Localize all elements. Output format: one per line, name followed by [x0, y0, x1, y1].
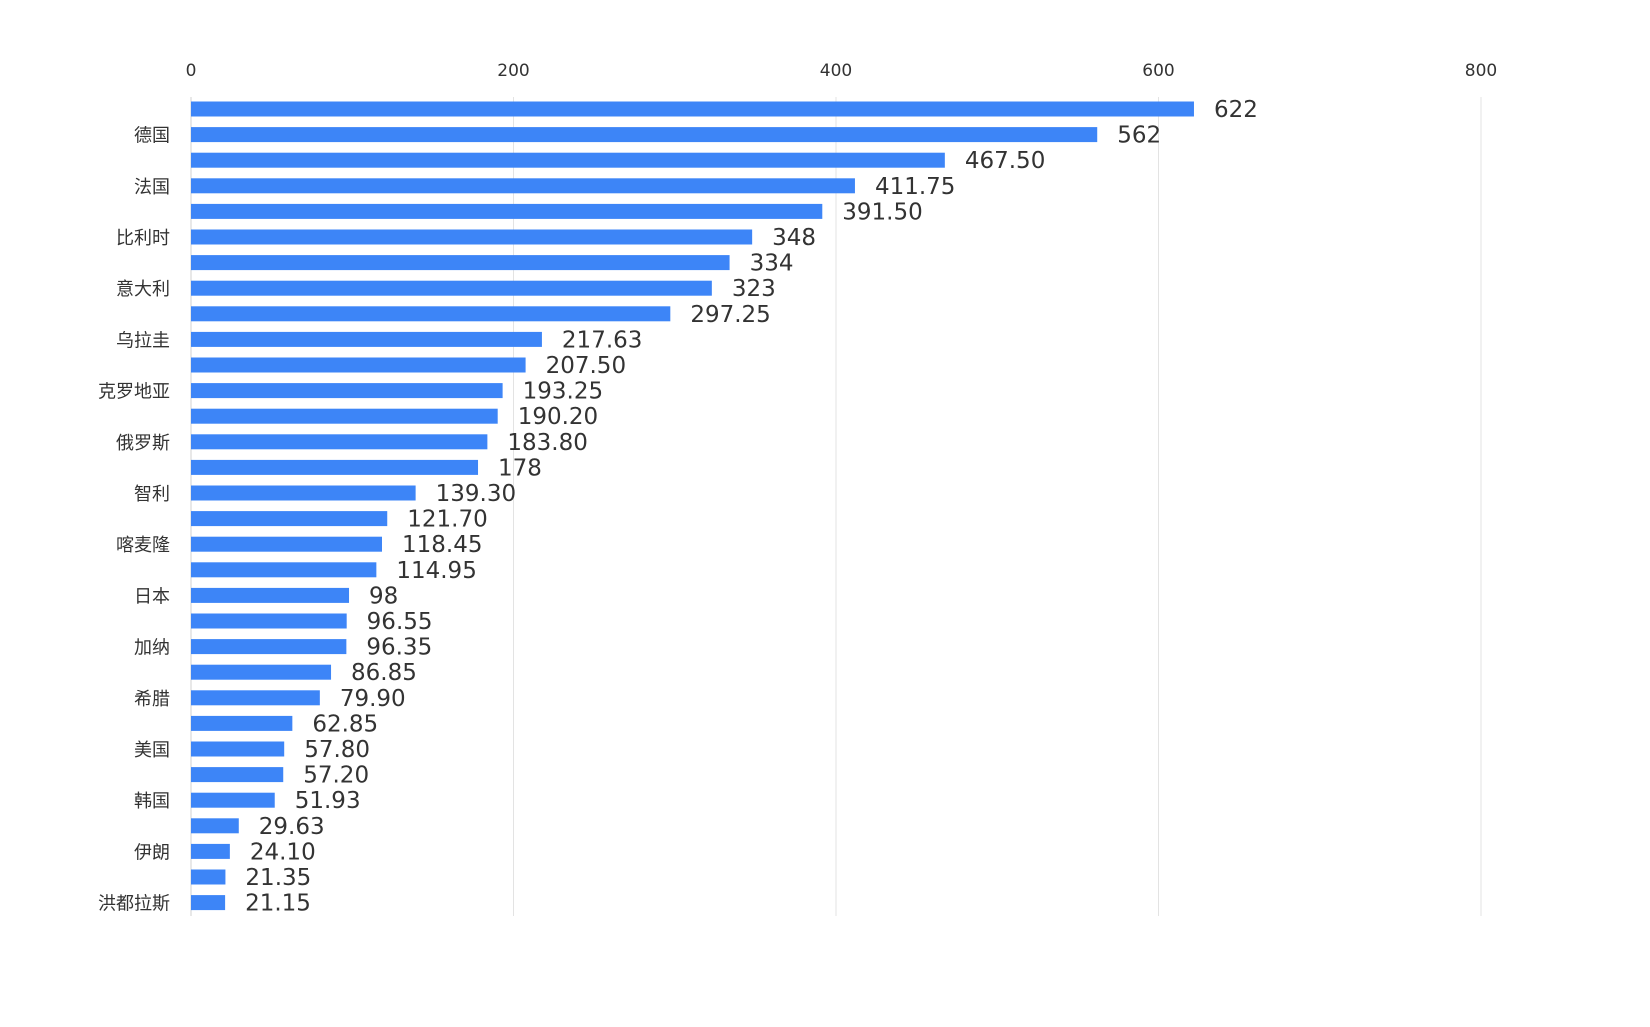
- category-label: 意大利: [116, 279, 170, 300]
- data-label: 29.63: [259, 814, 325, 840]
- category-label: 伊朗: [134, 842, 170, 863]
- data-label: 51.93: [295, 788, 361, 814]
- data-label: 96.35: [366, 635, 432, 661]
- bar: [191, 357, 526, 373]
- data-label: 217.63: [562, 327, 642, 353]
- data-label: 622: [1214, 97, 1258, 123]
- bar: [191, 152, 945, 168]
- data-label: 121.70: [407, 507, 487, 533]
- category-label: 比利时: [116, 228, 170, 249]
- category-label: 韩国: [134, 791, 170, 812]
- bar: [191, 306, 671, 322]
- bar: [191, 485, 416, 501]
- category-label: 克罗地亚: [98, 382, 170, 403]
- data-label: 190.20: [518, 404, 598, 430]
- bar: [191, 639, 347, 655]
- category-label: 洪都拉斯: [98, 894, 170, 915]
- data-label: 207.50: [546, 353, 626, 379]
- data-label: 193.25: [523, 379, 603, 405]
- x-tick-label: 0: [186, 61, 197, 81]
- bar: [191, 767, 284, 783]
- data-label: 391.50: [842, 199, 922, 225]
- bar: [191, 843, 230, 859]
- data-label: 86.85: [351, 660, 417, 686]
- data-label: 334: [750, 251, 794, 277]
- data-label: 183.80: [507, 430, 587, 456]
- bar: [191, 255, 730, 271]
- x-tick-label: 200: [497, 61, 529, 81]
- data-label: 178: [498, 455, 542, 481]
- data-label: 24.10: [250, 839, 316, 865]
- data-label: 562: [1117, 123, 1161, 149]
- category-label: 美国: [134, 740, 170, 761]
- data-label: 348: [772, 225, 816, 251]
- bar: [191, 715, 293, 731]
- data-label: 411.75: [875, 174, 955, 200]
- bar: [191, 562, 377, 578]
- bar: [191, 178, 855, 194]
- bar: [191, 587, 350, 603]
- data-label: 62.85: [312, 711, 378, 737]
- bar: [191, 280, 712, 296]
- data-label: 467.50: [965, 148, 1045, 174]
- category-label: 希腊: [134, 689, 170, 710]
- bar: [191, 101, 1194, 117]
- x-tick-label: 600: [1142, 61, 1174, 81]
- category-labels: 德国法国比利时意大利乌拉圭克罗地亚俄罗斯智利喀麦隆日本加纳希腊美国韩国伊朗洪都拉…: [98, 126, 170, 915]
- category-label: 加纳: [134, 638, 170, 659]
- data-label: 79.90: [340, 686, 406, 712]
- data-label: 21.15: [245, 891, 311, 917]
- category-label: 德国: [134, 126, 170, 147]
- data-label: 21.35: [245, 865, 311, 891]
- bar: [191, 511, 388, 527]
- data-label: 139.30: [436, 481, 516, 507]
- bar: [191, 127, 1098, 143]
- bars: [191, 101, 1194, 911]
- category-label: 法国: [134, 177, 170, 198]
- category-label: 喀麦隆: [116, 535, 170, 556]
- category-label: 乌拉圭: [116, 330, 170, 351]
- x-axis-ticks: 0 200 400 600 800: [186, 61, 1498, 81]
- data-label: 114.95: [396, 558, 476, 584]
- bar: [191, 869, 226, 885]
- bar: [191, 536, 383, 552]
- bar: [191, 895, 226, 911]
- x-tick-label: 800: [1465, 61, 1497, 81]
- bar: [191, 613, 347, 629]
- data-label: 297.25: [690, 302, 770, 328]
- category-label: 俄罗斯: [116, 433, 170, 454]
- bar: [191, 741, 285, 757]
- bar: [191, 664, 332, 680]
- data-label: 118.45: [402, 532, 482, 558]
- bar: [191, 383, 503, 399]
- category-label: 日本: [134, 586, 170, 607]
- bar: [191, 434, 488, 450]
- bar: [191, 792, 275, 808]
- bar: [191, 818, 239, 834]
- bar: [191, 331, 542, 347]
- bar: [191, 459, 479, 475]
- bar: [191, 203, 823, 219]
- data-label: 98: [369, 583, 398, 609]
- data-label: 96.55: [367, 609, 433, 635]
- bar: [191, 229, 753, 245]
- data-label: 323: [732, 276, 776, 302]
- bar: [191, 690, 320, 706]
- bar: [191, 408, 498, 424]
- data-label: 57.20: [303, 763, 369, 789]
- grid-lines: [190, 97, 1482, 916]
- data-label: 57.80: [304, 737, 370, 763]
- category-label: 智利: [134, 484, 170, 505]
- x-tick-label: 400: [820, 61, 852, 81]
